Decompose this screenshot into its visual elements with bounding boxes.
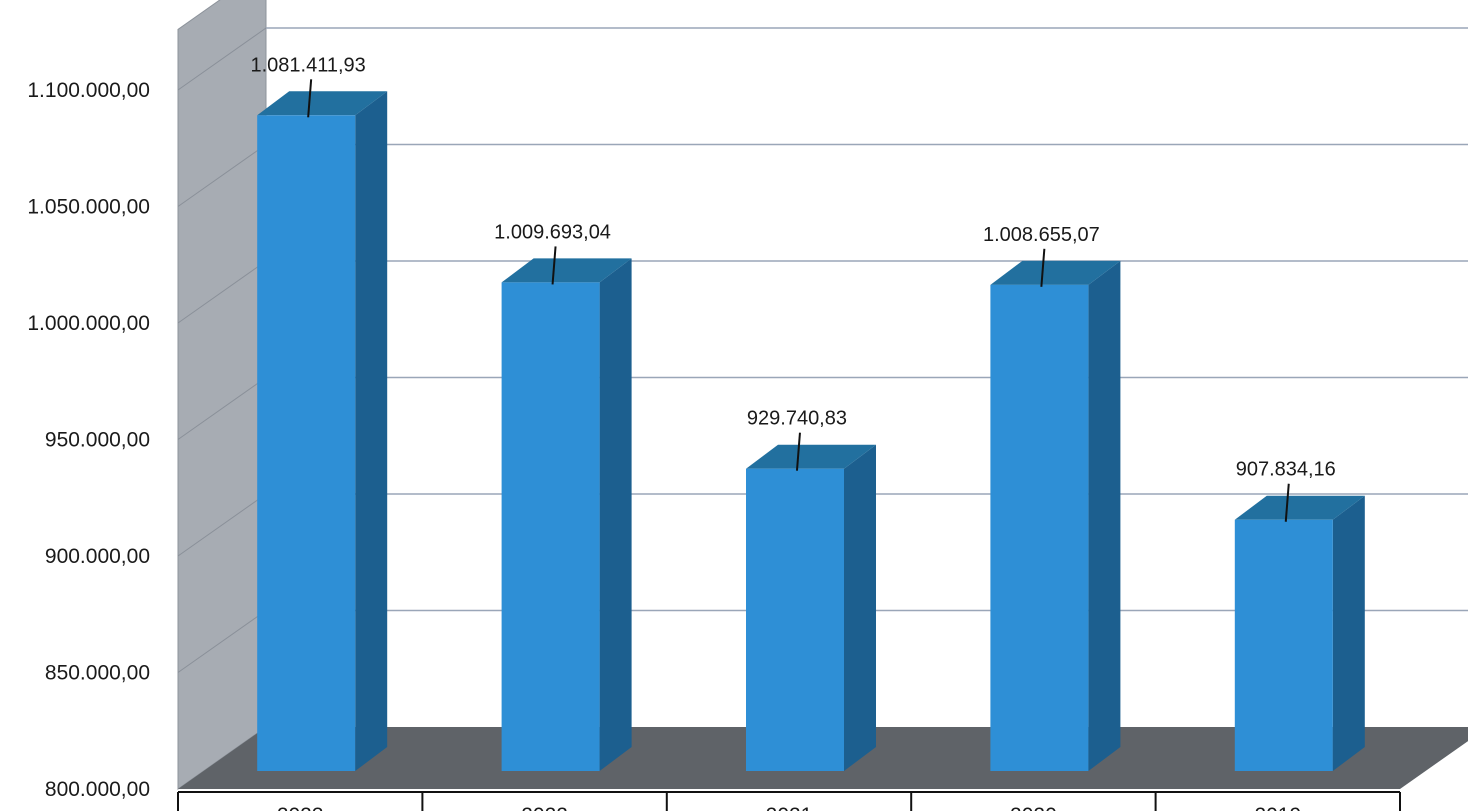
x-tick-label: 2021 xyxy=(766,804,813,811)
bar-side xyxy=(844,444,876,771)
bars xyxy=(257,91,1365,772)
gridline-side xyxy=(177,493,267,557)
bar xyxy=(1234,519,1333,771)
bar-side xyxy=(1088,260,1121,771)
x-tick-label: 2023 xyxy=(277,804,324,811)
data-label: 929.740,83 xyxy=(747,408,847,430)
leader-line xyxy=(551,246,557,285)
leader-line xyxy=(307,79,313,118)
data-labels: 1.081.411,93 1.009.693,04 929.740,83 1.008.… xyxy=(251,54,1336,522)
x-tick-label: 2022 xyxy=(521,804,568,811)
x-tick-label: 2019 xyxy=(1254,804,1301,811)
y-tick-label: 1.100.000,00 xyxy=(27,79,150,102)
bar-top xyxy=(990,260,1121,285)
data-label: 1.008.655,07 xyxy=(983,224,1100,246)
data-label: 1.009.693,04 xyxy=(494,221,611,243)
bar-top xyxy=(1234,495,1365,520)
gridline-side xyxy=(177,377,267,440)
bar xyxy=(746,468,844,771)
side-wall xyxy=(177,0,267,790)
bar-top xyxy=(257,91,388,116)
data-label: 907.834,16 xyxy=(1236,459,1336,481)
y-tick-label: 850.000,00 xyxy=(45,662,150,685)
gridline-side xyxy=(177,610,267,673)
gridline-side xyxy=(177,144,267,207)
bar-side xyxy=(355,91,388,772)
leader-line xyxy=(795,432,801,471)
y-tick-label: 900.000,00 xyxy=(45,545,150,568)
bar xyxy=(990,284,1089,771)
x-axis: 2023 2022 2021 2020 2019 xyxy=(177,791,1401,811)
bar xyxy=(501,282,600,771)
gridline-side xyxy=(177,260,267,324)
y-tick-label: 950.000,00 xyxy=(45,429,150,452)
gridline-side xyxy=(177,27,267,91)
y-tick-label: 1.050.000,00 xyxy=(27,196,150,219)
bar-top xyxy=(746,444,876,469)
bar xyxy=(257,115,356,772)
y-tick-label: 1.000.000,00 xyxy=(27,312,150,335)
y-axis-labels: 800.000,00 850.000,00 900.000,00 950.000,00… xyxy=(27,79,150,801)
bar-top xyxy=(501,258,632,283)
y-tick-label: 800.000,00 xyxy=(45,778,150,801)
leader-line xyxy=(1284,483,1290,522)
bar-side xyxy=(1332,495,1365,771)
bar-side xyxy=(599,258,632,771)
data-label: 1.081.411,93 xyxy=(251,54,366,76)
leader-line xyxy=(1040,248,1046,287)
x-tick-label: 2020 xyxy=(1010,804,1057,811)
